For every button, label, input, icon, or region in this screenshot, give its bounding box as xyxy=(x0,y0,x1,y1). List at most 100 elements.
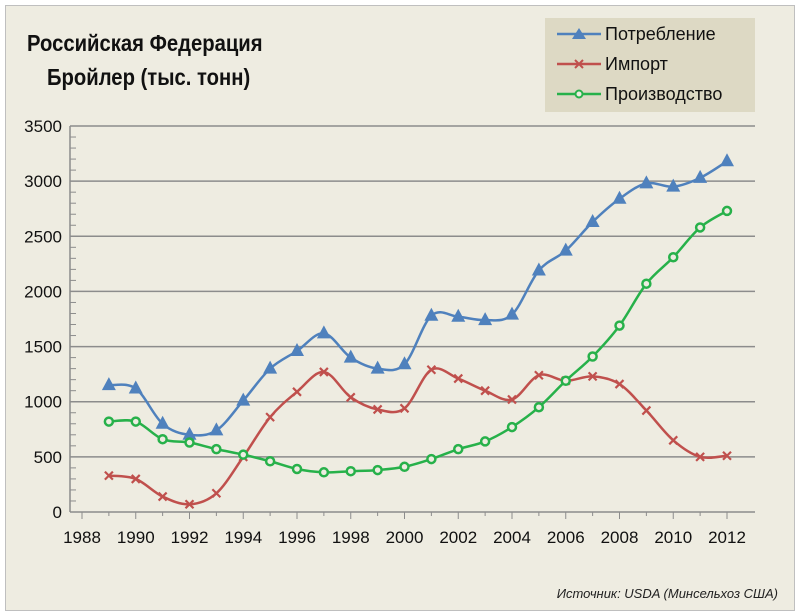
data-point-triangle xyxy=(155,415,170,429)
data-point-triangle xyxy=(558,242,573,256)
data-point-triangle xyxy=(666,178,681,192)
data-point-triangle xyxy=(316,325,331,339)
data-point-triangle xyxy=(639,175,654,189)
triangle-marker-icon xyxy=(557,28,601,39)
x-marker-icon xyxy=(557,59,601,69)
data-point-triangle xyxy=(236,392,251,406)
data-point-circle xyxy=(560,375,571,387)
data-point-triangle xyxy=(505,306,519,320)
data-point-triangle xyxy=(720,153,734,167)
data-point-x xyxy=(534,370,544,381)
data-point-circle xyxy=(211,443,222,455)
data-point-x xyxy=(587,371,598,382)
data-point-circle xyxy=(184,437,195,448)
data-point-x xyxy=(641,405,652,416)
data-point-triangle xyxy=(101,377,116,391)
data-point-x xyxy=(722,450,732,461)
legend-label: Импорт xyxy=(605,53,668,74)
y-tick-label: 1000 xyxy=(24,393,62,412)
data-point-circle xyxy=(345,465,356,477)
y-tick-label: 1500 xyxy=(24,338,62,357)
data-point-circle xyxy=(533,401,545,413)
data-point-circle xyxy=(587,351,598,362)
chart-subtitle: Бройлер (тыс. тонн) xyxy=(47,64,251,90)
data-point-triangle xyxy=(343,349,358,363)
data-point-x xyxy=(399,403,410,414)
data-point-circle xyxy=(291,463,303,475)
data-point-triangle xyxy=(585,213,600,227)
data-point-x xyxy=(104,470,114,481)
legend-label: Потребление xyxy=(605,23,716,44)
data-point-circle xyxy=(264,456,276,467)
data-point-circle xyxy=(506,421,518,433)
data-point-triangle xyxy=(612,190,627,204)
data-point-circle xyxy=(641,278,652,289)
data-point-x xyxy=(292,387,302,397)
x-tick-label: 2004 xyxy=(493,528,531,547)
y-tick-label: 3500 xyxy=(24,117,62,136)
data-point-x xyxy=(426,364,437,375)
x-tick-label: 1992 xyxy=(171,528,209,547)
y-tick-label: 0 xyxy=(53,503,62,522)
data-point-circle xyxy=(453,443,464,455)
data-point-circle xyxy=(238,449,249,460)
x-tick-label: 1994 xyxy=(224,528,262,547)
data-point-triangle xyxy=(182,426,197,440)
series-line-0 xyxy=(108,160,728,437)
data-point-triangle xyxy=(370,360,385,374)
data-point-triangle xyxy=(478,312,493,326)
x-tick-label: 2008 xyxy=(601,528,639,547)
data-point-triangle xyxy=(263,360,278,374)
x-tick-label: 1990 xyxy=(117,528,155,547)
legend: Потребление Импорт Производство xyxy=(545,18,755,112)
data-point-circle xyxy=(721,205,733,217)
circle-marker-icon xyxy=(557,89,601,99)
data-point-circle xyxy=(130,416,141,427)
data-point-circle xyxy=(103,416,115,427)
y-tick-label: 2500 xyxy=(24,227,62,246)
x-tick-label: 1988 xyxy=(63,528,101,547)
x-tick-label: 2012 xyxy=(708,528,746,547)
data-point-triangle xyxy=(290,342,304,356)
legend-label: Производство xyxy=(605,83,723,104)
data-point-x xyxy=(184,499,195,510)
data-point-circle xyxy=(372,464,383,476)
data-point-circle xyxy=(479,436,491,447)
data-point-circle xyxy=(318,467,330,478)
data-point-x xyxy=(507,394,517,405)
data-point-x xyxy=(319,367,329,377)
data-point-triangle xyxy=(397,356,412,370)
x-tick-label: 1996 xyxy=(278,528,316,547)
data-point-x xyxy=(372,404,383,415)
legend-item-import: Импорт xyxy=(557,51,668,77)
legend-item-production: Производство xyxy=(557,81,722,107)
data-point-x xyxy=(614,379,625,389)
data-point-x xyxy=(453,373,464,384)
data-point-x xyxy=(130,474,141,484)
data-point-triangle xyxy=(531,262,546,276)
data-point-triangle xyxy=(209,422,224,436)
data-point-x xyxy=(695,452,705,462)
data-point-triangle xyxy=(424,307,439,321)
data-point-x xyxy=(480,385,490,396)
x-tick-label: 2002 xyxy=(439,528,477,547)
chart-title: Российская Федерация xyxy=(27,30,263,56)
data-point-triangle xyxy=(693,169,708,183)
x-tick-label: 2006 xyxy=(547,528,585,547)
data-point-circle xyxy=(426,453,437,465)
x-tick-label: 2010 xyxy=(654,528,692,547)
data-point-x xyxy=(668,435,679,446)
data-point-triangle xyxy=(451,308,466,322)
y-tick-label: 3000 xyxy=(24,172,62,191)
data-point-circle xyxy=(614,320,625,331)
source-note: Источник: USDA (Минсельхоз США) xyxy=(556,586,778,601)
y-tick-label: 500 xyxy=(34,448,62,467)
y-tick-label: 2000 xyxy=(24,282,62,301)
data-point-circle xyxy=(694,222,706,233)
data-point-circle xyxy=(399,461,410,473)
series-line-1 xyxy=(108,367,728,506)
x-tick-label: 2000 xyxy=(386,528,424,547)
legend-item-consumption: Потребление xyxy=(557,21,716,47)
data-point-x xyxy=(157,491,168,502)
